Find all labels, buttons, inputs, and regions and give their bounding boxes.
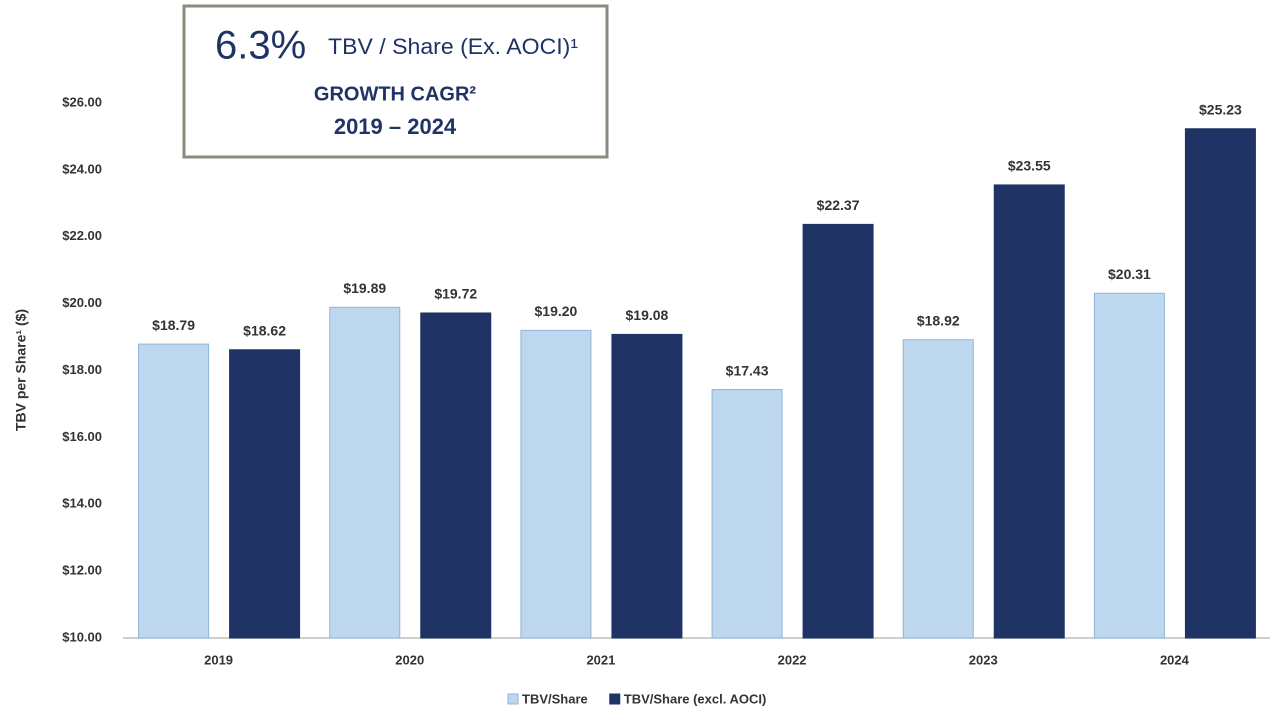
x-tick-label: 2021 xyxy=(586,652,615,667)
x-tick-label: 2023 xyxy=(969,652,998,667)
bar xyxy=(520,329,592,639)
bar xyxy=(902,339,974,639)
callout-metric: TBV / Share (Ex. AOCI)¹ xyxy=(328,34,578,59)
bar xyxy=(1093,292,1165,639)
y-tick-label: $14.00 xyxy=(62,496,102,511)
bar xyxy=(711,389,783,639)
bar xyxy=(993,184,1065,639)
value-label: $22.37 xyxy=(817,197,860,213)
bar xyxy=(802,223,874,639)
value-label: $23.55 xyxy=(1008,158,1051,174)
y-tick-label: $16.00 xyxy=(62,429,102,444)
bar xyxy=(1184,128,1256,639)
value-label: $19.72 xyxy=(434,286,477,302)
bar xyxy=(611,333,683,639)
value-label: $18.92 xyxy=(917,312,960,328)
legend-swatch xyxy=(507,693,519,705)
value-label: $19.89 xyxy=(343,280,386,296)
y-tick-label: $26.00 xyxy=(62,94,102,109)
legend-label: TBV/Share (excl. AOCI) xyxy=(624,691,767,706)
bar xyxy=(138,343,210,639)
value-label: $18.62 xyxy=(243,322,286,338)
x-tick-label: 2020 xyxy=(395,652,424,667)
y-tick-label: $20.00 xyxy=(62,295,102,310)
bar xyxy=(420,312,492,639)
x-tick-label: 2024 xyxy=(1160,652,1190,667)
y-tick-label: $22.00 xyxy=(62,228,102,243)
x-tick-label: 2022 xyxy=(778,652,807,667)
y-tick-label: $24.00 xyxy=(62,161,102,176)
callout-period: 2019 – 2024 xyxy=(334,114,457,139)
y-tick-label: $18.00 xyxy=(62,362,102,377)
y-axis-label: TBV per Share¹ ($) xyxy=(13,309,29,431)
value-label: $25.23 xyxy=(1199,101,1242,117)
callout-box xyxy=(182,4,609,159)
value-label: $19.20 xyxy=(535,303,578,319)
callout-headline: 6.3% xyxy=(215,24,306,68)
legend-label: TBV/Share xyxy=(522,691,588,706)
bar xyxy=(229,349,301,639)
value-label: $18.79 xyxy=(152,317,195,333)
legend-swatch xyxy=(609,693,621,705)
bar xyxy=(329,306,401,639)
value-label: $19.08 xyxy=(626,307,669,323)
value-label: $17.43 xyxy=(726,362,769,378)
callout-subtitle: GROWTH CAGR² xyxy=(314,83,477,105)
y-tick-label: $10.00 xyxy=(62,629,102,644)
x-tick-label: 2019 xyxy=(204,652,233,667)
y-tick-label: $12.00 xyxy=(62,563,102,578)
value-label: $20.31 xyxy=(1108,266,1151,282)
